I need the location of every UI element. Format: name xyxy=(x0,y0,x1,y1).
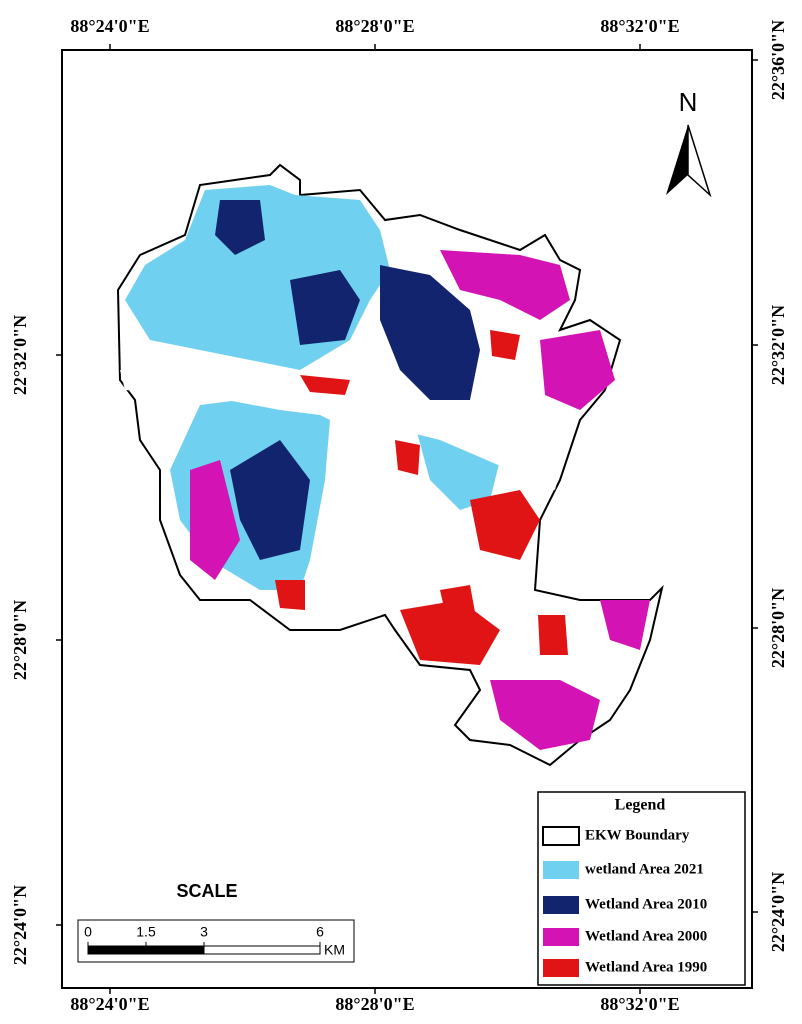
frame-ticks xyxy=(56,44,758,994)
right-coord-label: 22°28'0"N xyxy=(768,588,788,668)
left-coord-label: 22°24'0"N xyxy=(10,885,30,965)
legend-swatch xyxy=(542,826,580,846)
scale-unit: KM xyxy=(324,942,345,958)
wetland-1990-b xyxy=(470,490,540,560)
wetland-2000-e xyxy=(600,600,650,650)
wetland-1990-g xyxy=(490,330,520,360)
scale-box xyxy=(77,919,355,963)
wetland-2000-d xyxy=(490,680,600,750)
river xyxy=(120,370,560,490)
legend-label: Wetland Area 2000 xyxy=(585,928,707,944)
wetland-1990-d xyxy=(538,615,568,655)
wetland-2010-c xyxy=(230,440,310,560)
wetland-map xyxy=(116,163,664,767)
scale-tick-label: 1.5 xyxy=(136,924,156,940)
bottom-coord-label: 88°32'0"E xyxy=(600,994,679,1014)
scale-tick-label: 0 xyxy=(84,924,92,940)
wetland-2000-a xyxy=(440,250,570,320)
left-coord-label: 22°28'0"N xyxy=(10,600,30,680)
legend-label: wetland Area 2021 xyxy=(585,861,704,877)
legend-label: EKW Boundary xyxy=(585,827,690,843)
north-arrow-left xyxy=(666,125,688,195)
scale-tick-label: 3 xyxy=(200,924,208,940)
right-coord-label: 22°36'0"N xyxy=(768,20,788,100)
north-arrow-right xyxy=(687,124,712,198)
right-coord-label: 22°32'0"N xyxy=(768,305,788,385)
legend-title: Legend xyxy=(615,797,666,814)
left-coord-label: 22°32'0"N xyxy=(10,315,30,395)
scale-segment xyxy=(145,945,205,955)
wetland-2010-b xyxy=(215,200,265,255)
north-label: N xyxy=(679,87,698,117)
bottom-coord-label: 88°24'0"E xyxy=(70,994,149,1014)
wetland-2000-c xyxy=(540,330,615,410)
wetland-1990-h xyxy=(440,585,475,612)
wetland-1990-a xyxy=(300,375,350,395)
wetland-2010-a xyxy=(380,265,480,400)
top-coord-label: 88°32'0"E xyxy=(600,16,679,36)
scale-title: SCALE xyxy=(176,881,237,901)
legend-swatch xyxy=(543,928,579,946)
top-coord-label: 88°28'0"E xyxy=(335,16,414,36)
scale-segment xyxy=(203,945,321,955)
bottom-coord-label: 88°28'0"E xyxy=(335,994,414,1014)
coordinate-labels: 88°24'0"E 88°28'0"E 88°32'0"E 88°24'0"E 88°2… xyxy=(10,16,788,1014)
legend-swatch xyxy=(543,861,579,879)
map-frame xyxy=(61,49,753,989)
wetland-2010-d xyxy=(290,270,360,345)
wetland-1990-e xyxy=(395,440,420,475)
scale-segment xyxy=(87,945,147,955)
wetland-1990-f xyxy=(275,580,305,610)
legend-label: Wetland Area 1990 xyxy=(585,959,707,975)
right-coord-label: 22°24'0"N xyxy=(768,872,788,952)
top-coord-label: 88°24'0"E xyxy=(70,16,149,36)
scale-bar: 0 1.5 3 6KM xyxy=(84,924,345,958)
legend-swatch xyxy=(543,959,579,977)
scale-tick-label: 6 xyxy=(316,924,324,940)
wetland-1990-c xyxy=(400,600,500,665)
legend-label: Wetland Area 2010 xyxy=(585,896,707,912)
legend-items: EKW Boundary wetland Area 2021 Wetland Are… xyxy=(542,826,707,977)
legend-swatch xyxy=(543,896,579,914)
wetland-2000-b xyxy=(190,460,240,580)
legend-box xyxy=(537,791,746,986)
